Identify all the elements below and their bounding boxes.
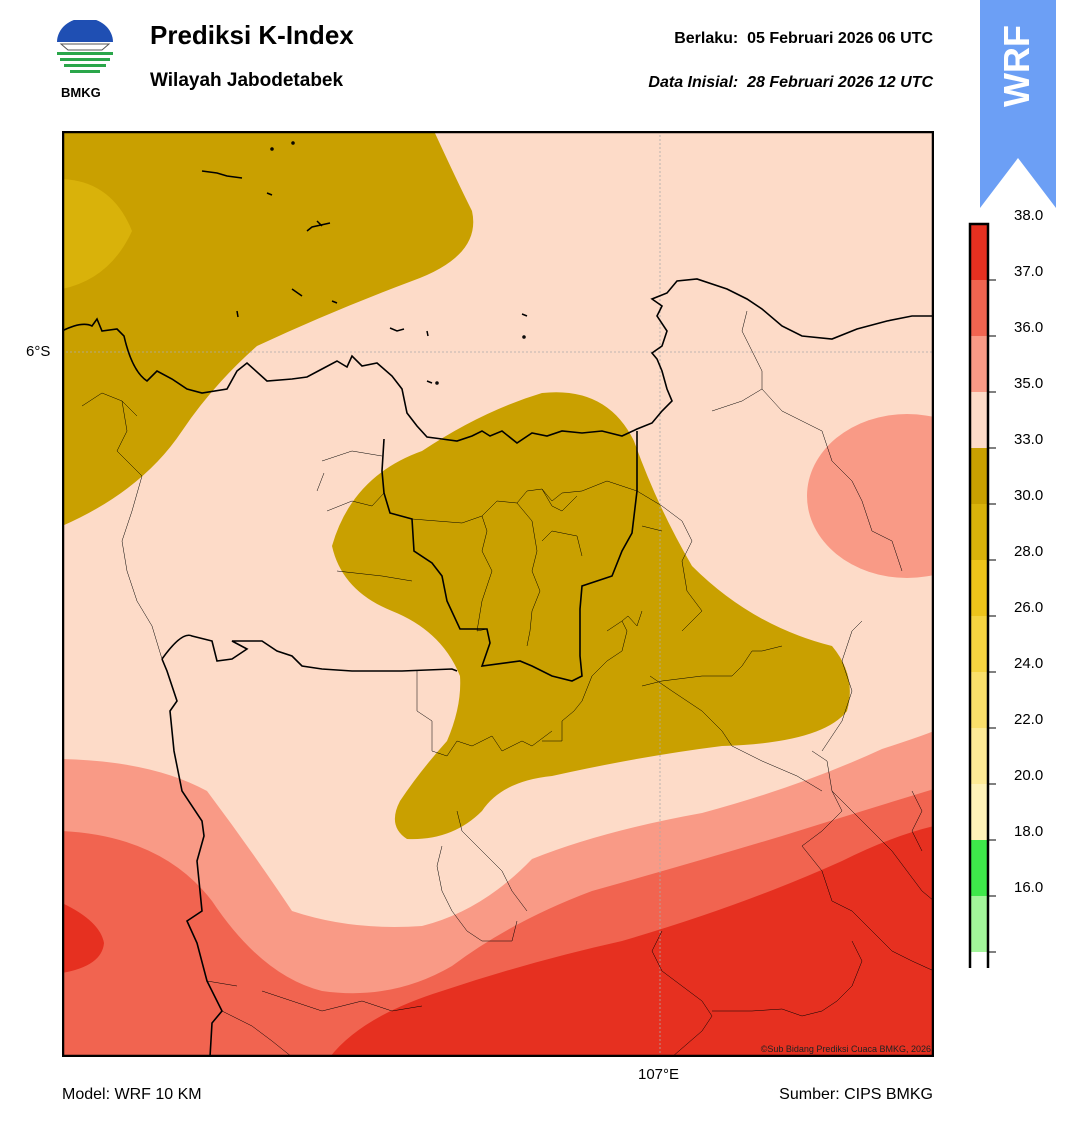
kindex-zone-38-plus-southwest (62, 903, 104, 973)
bmkg-logo-icon (57, 18, 113, 73)
colorbar-label: 28.0 (1014, 543, 1044, 560)
colorbar-label: 36.0 (1014, 319, 1044, 336)
page-title: Prediksi K-Index (150, 20, 354, 50)
colorbar-segment (970, 728, 988, 784)
province-boundary-west (161, 658, 223, 1057)
colorbar-label: 37.0 (1014, 263, 1044, 280)
district-boundaries (81, 310, 934, 1057)
coastline (62, 278, 934, 444)
colorbar-segment (970, 392, 988, 448)
province-boundary (381, 431, 638, 682)
colorbar-label: 33.0 (1014, 431, 1044, 448)
colorbar-label: 18.0 (1014, 823, 1044, 840)
kindex-zone-33-35-central (332, 392, 850, 840)
colorbar-label: 30.0 (1014, 487, 1044, 504)
colorbar-segment (970, 280, 988, 336)
colorbar-label: 38.0 (1014, 207, 1044, 224)
kindex-zone-30-33-northwest (62, 179, 132, 289)
source-label: Sumber: CIPS BMKG (779, 1086, 933, 1103)
colorbar-segment (970, 448, 988, 504)
thousand-islands (201, 141, 528, 385)
colorbar (968, 222, 996, 968)
colorbar-label: 20.0 (1014, 767, 1044, 784)
colorbar-segment (970, 840, 988, 896)
model-label: Model: WRF 10 KM (62, 1086, 202, 1103)
colorbar-label: 22.0 (1014, 711, 1044, 728)
colorbar-label: 24.0 (1014, 655, 1044, 672)
colorbar-segment (970, 616, 988, 672)
colorbar-label: 35.0 (1014, 375, 1044, 392)
map-credit: ©Sub Bidang Prediksi Cuaca BMKG, 2026 (760, 1044, 931, 1054)
colorbar-segment (970, 952, 988, 968)
colorbar-segment (970, 896, 988, 952)
init-value: 28 Februari 2026 12 UTC (747, 74, 933, 91)
lon-tick-label: 107°E (638, 1066, 680, 1083)
wrf-badge-text: WRF (996, 25, 1037, 107)
valid-label: Berlaku: (674, 30, 739, 47)
k-index-map (62, 131, 934, 1057)
page-subtitle: Wilayah Jabodetabek (150, 70, 344, 91)
bmkg-logo (52, 18, 118, 86)
init-label: Data Inisial: (648, 74, 739, 91)
colorbar-segment (970, 504, 988, 560)
colorbar-segment (970, 560, 988, 616)
colorbar-segment (970, 336, 988, 392)
colorbar-segment (970, 224, 988, 280)
colorbar-segment (970, 784, 988, 840)
kindex-zone-38-plus-southeast (330, 826, 934, 1057)
colorbar-frame (968, 222, 990, 968)
colorbar-label: 16.0 (1014, 879, 1044, 896)
province-boundary-south (161, 634, 458, 672)
wrf-badge (980, 0, 1056, 208)
lat-tick-label: 6°S (26, 343, 51, 360)
kindex-zone-36-37-east (807, 414, 934, 578)
kindex-zone-33-35-northwest (62, 131, 474, 526)
map-frame (62, 131, 934, 1057)
logo-text: BMKG (61, 85, 101, 100)
init-time: Data Inisial: 28 Februari 2026 12 UTC (648, 74, 933, 92)
colorbar-label: 26.0 (1014, 599, 1044, 616)
colorbar-segment (970, 672, 988, 728)
valid-time: Berlaku: 05 Februari 2026 06 UTC (674, 30, 933, 48)
valid-value: 05 Februari 2026 06 UTC (747, 30, 933, 47)
